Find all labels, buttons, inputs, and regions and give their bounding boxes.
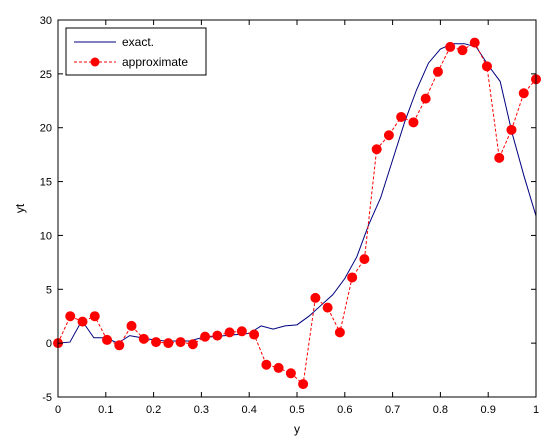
data-point-approximate <box>261 359 272 370</box>
data-point-approximate <box>481 61 492 72</box>
x-tick-label: 0.8 <box>433 404 448 416</box>
legend: exact. approximate <box>65 27 207 76</box>
data-point-approximate <box>359 254 370 265</box>
legend-box <box>65 27 207 76</box>
legend-label-approximate: approximate <box>122 55 188 69</box>
legend-marker-approximate <box>90 57 100 67</box>
y-tick-label: 0 <box>46 338 52 350</box>
series-line-exact <box>58 43 536 344</box>
data-point-approximate <box>457 45 468 56</box>
data-point-approximate <box>65 311 76 322</box>
x-axis-label: y <box>294 422 300 436</box>
y-tick-label: -5 <box>42 392 52 404</box>
data-point-approximate <box>334 327 345 338</box>
data-point-approximate <box>89 311 100 322</box>
data-point-approximate <box>298 379 309 390</box>
data-point-approximate <box>322 302 333 313</box>
data-point-approximate <box>310 292 321 303</box>
data-point-approximate <box>151 337 162 348</box>
data-point-approximate <box>102 334 113 345</box>
x-tick-label: 0.6 <box>337 404 352 416</box>
data-point-approximate <box>494 152 505 163</box>
data-point-approximate <box>285 368 296 379</box>
y-tick-label: 15 <box>40 177 52 189</box>
data-point-approximate <box>126 320 137 331</box>
data-point-approximate <box>249 329 260 340</box>
data-point-approximate <box>469 37 480 48</box>
data-point-approximate <box>396 111 407 122</box>
x-tick-label: 0.4 <box>242 404 257 416</box>
data-point-approximate <box>432 66 443 77</box>
data-point-approximate <box>138 333 149 344</box>
data-point-approximate <box>236 326 247 337</box>
legend-label-exact: exact. <box>122 35 154 49</box>
y-tick-label: 10 <box>40 230 52 242</box>
x-tick-label: 1 <box>533 404 539 416</box>
x-tick-label: 0.2 <box>146 404 161 416</box>
data-point-approximate <box>212 330 223 341</box>
y-tick-label: 30 <box>40 15 52 27</box>
y-tick-label: 25 <box>40 69 52 81</box>
data-point-approximate <box>163 338 174 349</box>
y-axis-label: yt <box>13 203 27 213</box>
y-tick-label: 20 <box>40 123 52 135</box>
data-point-approximate <box>114 340 125 351</box>
data-point-approximate <box>445 41 456 52</box>
series-layer <box>53 37 541 390</box>
plot-background <box>58 20 536 397</box>
data-point-approximate <box>506 124 517 135</box>
data-point-approximate <box>371 144 382 155</box>
data-point-approximate <box>175 337 186 348</box>
data-point-approximate <box>273 362 284 373</box>
x-tick-label: 0.1 <box>98 404 113 416</box>
ticks-layer: 0 0.1 0.2 0.3 0.4 0.5 0.6 0.7 0.8 0.9 1-5051015202… <box>40 15 539 416</box>
data-point-approximate <box>518 88 529 99</box>
x-tick-label: 0.5 <box>289 404 304 416</box>
plot-area <box>58 20 536 397</box>
data-point-approximate <box>187 339 198 350</box>
data-point-approximate <box>200 331 211 342</box>
data-point-approximate <box>383 130 394 141</box>
data-point-approximate <box>408 117 419 128</box>
data-point-approximate <box>420 93 431 104</box>
x-tick-label: 0.7 <box>385 404 400 416</box>
data-point-approximate <box>224 327 235 338</box>
x-tick-label: 0.3 <box>194 404 209 416</box>
data-point-approximate <box>77 316 88 327</box>
x-tick-label: 0 <box>55 404 61 416</box>
data-point-approximate <box>347 272 358 283</box>
x-tick-label: 0.9 <box>481 404 496 416</box>
y-tick-label: 5 <box>46 284 52 296</box>
